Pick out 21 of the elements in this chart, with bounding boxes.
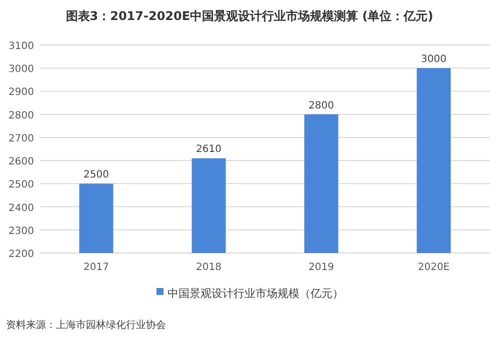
y-tick-label: 2700	[8, 133, 34, 144]
x-tick-label: 2018	[196, 262, 222, 273]
x-tick-label: 2020E	[418, 262, 450, 273]
y-tick-label: 2900	[8, 87, 34, 98]
y-tick-label: 3000	[8, 64, 34, 76]
y-tick-label: 2500	[8, 180, 34, 191]
y-tick-label: 2200	[8, 249, 34, 260]
y-tick-label: 2400	[8, 202, 34, 214]
x-tick-label: 2017	[84, 262, 109, 273]
text: 资料来源：上海市园林绿化行业协会	[6, 319, 166, 331]
x-tick-label: 2019	[308, 262, 334, 273]
y-tick-label: 3100	[8, 41, 34, 52]
y-tick-label: 2300	[8, 226, 34, 237]
data-label: 2610	[196, 144, 222, 156]
y-tick-label: 2800	[8, 110, 34, 122]
legend-label: 中国景观设计行业市场规模（亿元）	[168, 287, 344, 300]
data-label: 2800	[308, 100, 334, 112]
data-label: 2500	[84, 170, 109, 181]
data-label: 3000	[421, 54, 446, 66]
chart-title: 图表3：2017-2020E中国景观设计行业市场规模测算 (单位：亿元)	[66, 9, 434, 23]
y-tick-label: 2600	[8, 156, 34, 168]
